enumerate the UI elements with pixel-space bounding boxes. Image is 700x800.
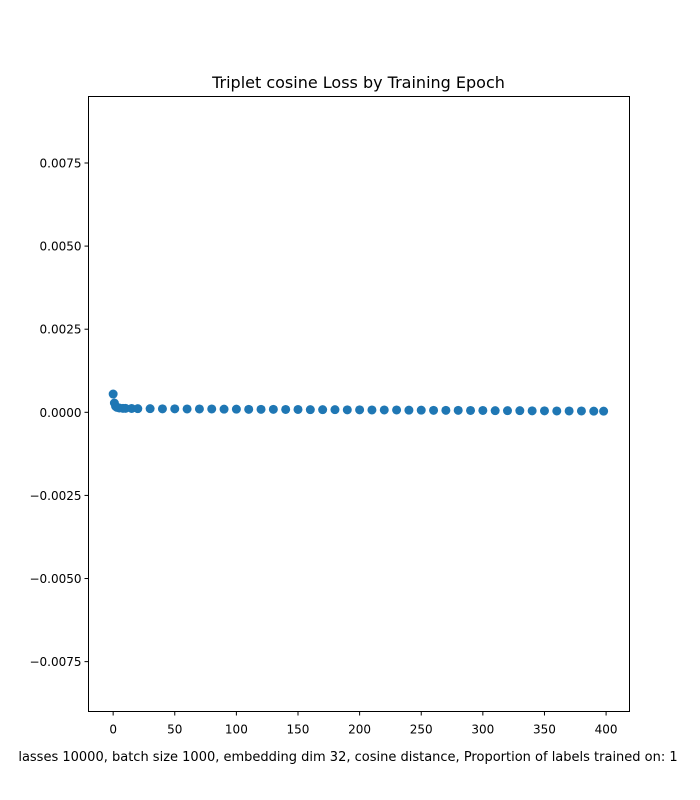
- data-point: [293, 404, 303, 414]
- data-point: [564, 406, 574, 416]
- scatter-points: [108, 389, 609, 416]
- y-tick-label: 0.0075: [40, 156, 82, 170]
- chart-title: Triplet cosine Loss by Training Epoch: [211, 73, 505, 92]
- x-tick-label: 250: [410, 723, 433, 737]
- y-tick-label: −0.0050: [29, 572, 81, 586]
- data-point: [194, 404, 204, 414]
- data-point: [355, 405, 365, 415]
- x-tick-label: 150: [287, 723, 310, 737]
- data-point: [441, 405, 451, 415]
- data-point: [367, 405, 377, 415]
- data-point: [416, 405, 426, 415]
- y-tick-label: −0.0075: [29, 655, 81, 669]
- data-point: [305, 405, 315, 415]
- data-point: [502, 406, 512, 416]
- data-point: [453, 405, 463, 415]
- data-point: [466, 405, 476, 415]
- data-point: [527, 406, 537, 416]
- y-tick-label: 0.0000: [40, 406, 82, 420]
- data-point: [231, 404, 241, 414]
- data-point: [342, 405, 352, 415]
- y-tick-label: −0.0025: [29, 489, 81, 503]
- data-point: [515, 406, 525, 416]
- y-axis: 0.0075 0.0050 0.0025 0.0000 −0.0025 −0.0050 −0…: [29, 156, 89, 669]
- data-point: [539, 406, 549, 416]
- data-point: [576, 406, 586, 416]
- x-tick-label: 0: [109, 723, 117, 737]
- data-point: [429, 405, 439, 415]
- data-point: [133, 404, 143, 414]
- data-point: [599, 406, 609, 416]
- data-point: [478, 405, 488, 415]
- data-point: [182, 404, 192, 414]
- data-point: [552, 406, 562, 416]
- x-tick-label: 350: [533, 723, 556, 737]
- data-point: [268, 404, 278, 414]
- x-tick-label: 50: [167, 723, 182, 737]
- data-point: [404, 405, 414, 415]
- y-tick-label: 0.0050: [40, 240, 82, 254]
- data-point: [490, 406, 500, 416]
- data-point: [145, 404, 155, 414]
- x-tick-label: 200: [348, 723, 371, 737]
- data-point: [108, 389, 118, 399]
- data-point: [219, 404, 229, 414]
- data-point: [379, 405, 389, 415]
- data-point: [256, 404, 266, 414]
- data-point: [244, 404, 254, 414]
- data-point: [170, 404, 180, 414]
- plot-frame: [88, 96, 630, 712]
- data-point: [330, 405, 340, 415]
- data-point: [207, 404, 217, 414]
- x-axis: 0 50 100 150 200 250 300 350 400: [109, 711, 618, 737]
- x-axis-label: lasses 10000, batch size 1000, embedding…: [18, 750, 677, 765]
- data-point: [392, 405, 402, 415]
- data-point: [318, 405, 328, 415]
- data-point: [589, 406, 599, 416]
- x-tick-label: 400: [595, 723, 618, 737]
- y-tick-label: 0.0025: [40, 323, 82, 337]
- x-tick-label: 100: [225, 723, 248, 737]
- x-tick-label: 300: [471, 723, 494, 737]
- data-point: [157, 404, 167, 414]
- data-point: [281, 404, 291, 414]
